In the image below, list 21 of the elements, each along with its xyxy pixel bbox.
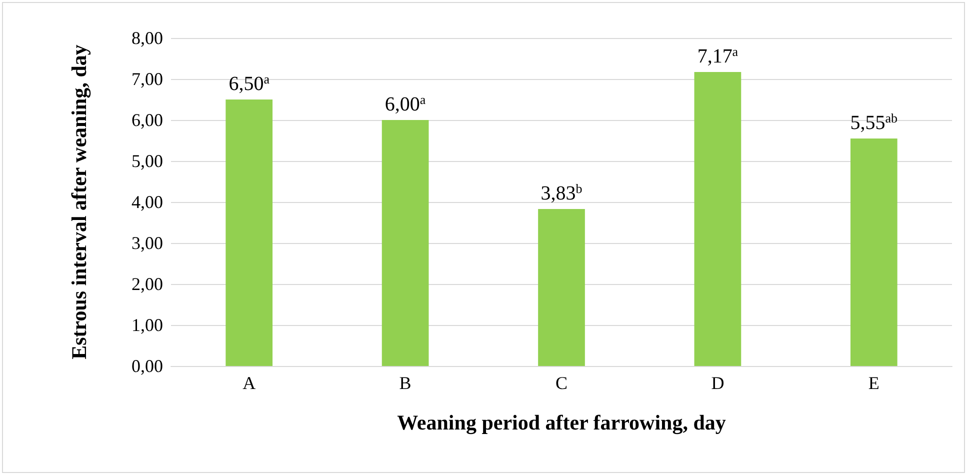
y-tick-label: 7,00 (132, 69, 163, 89)
x-tick-label: A (242, 373, 256, 393)
y-tick-label: 0,00 (132, 356, 163, 376)
y-axis-title: Estrous interval after weaning, day (67, 44, 91, 360)
y-tick-label: 1,00 (132, 315, 163, 335)
bar (694, 72, 742, 366)
x-axis-title: Weaning period after farrowing, day (397, 410, 726, 434)
x-tick-label: E (868, 373, 880, 393)
bar (382, 120, 429, 366)
x-tick-label: C (555, 373, 568, 393)
y-tick-label: 4,00 (132, 192, 163, 212)
x-tick-label: B (399, 373, 412, 393)
x-tick-label: D (711, 373, 724, 393)
bar (538, 208, 585, 366)
y-tick-label: 2,00 (132, 274, 163, 294)
y-tick-label: 5,00 (132, 151, 163, 171)
y-tick-label: 8,00 (132, 28, 163, 48)
y-tick-label: 6,00 (132, 110, 163, 130)
y-tick-label: 3,00 (132, 233, 163, 253)
bar (850, 138, 898, 366)
bar (226, 100, 273, 366)
